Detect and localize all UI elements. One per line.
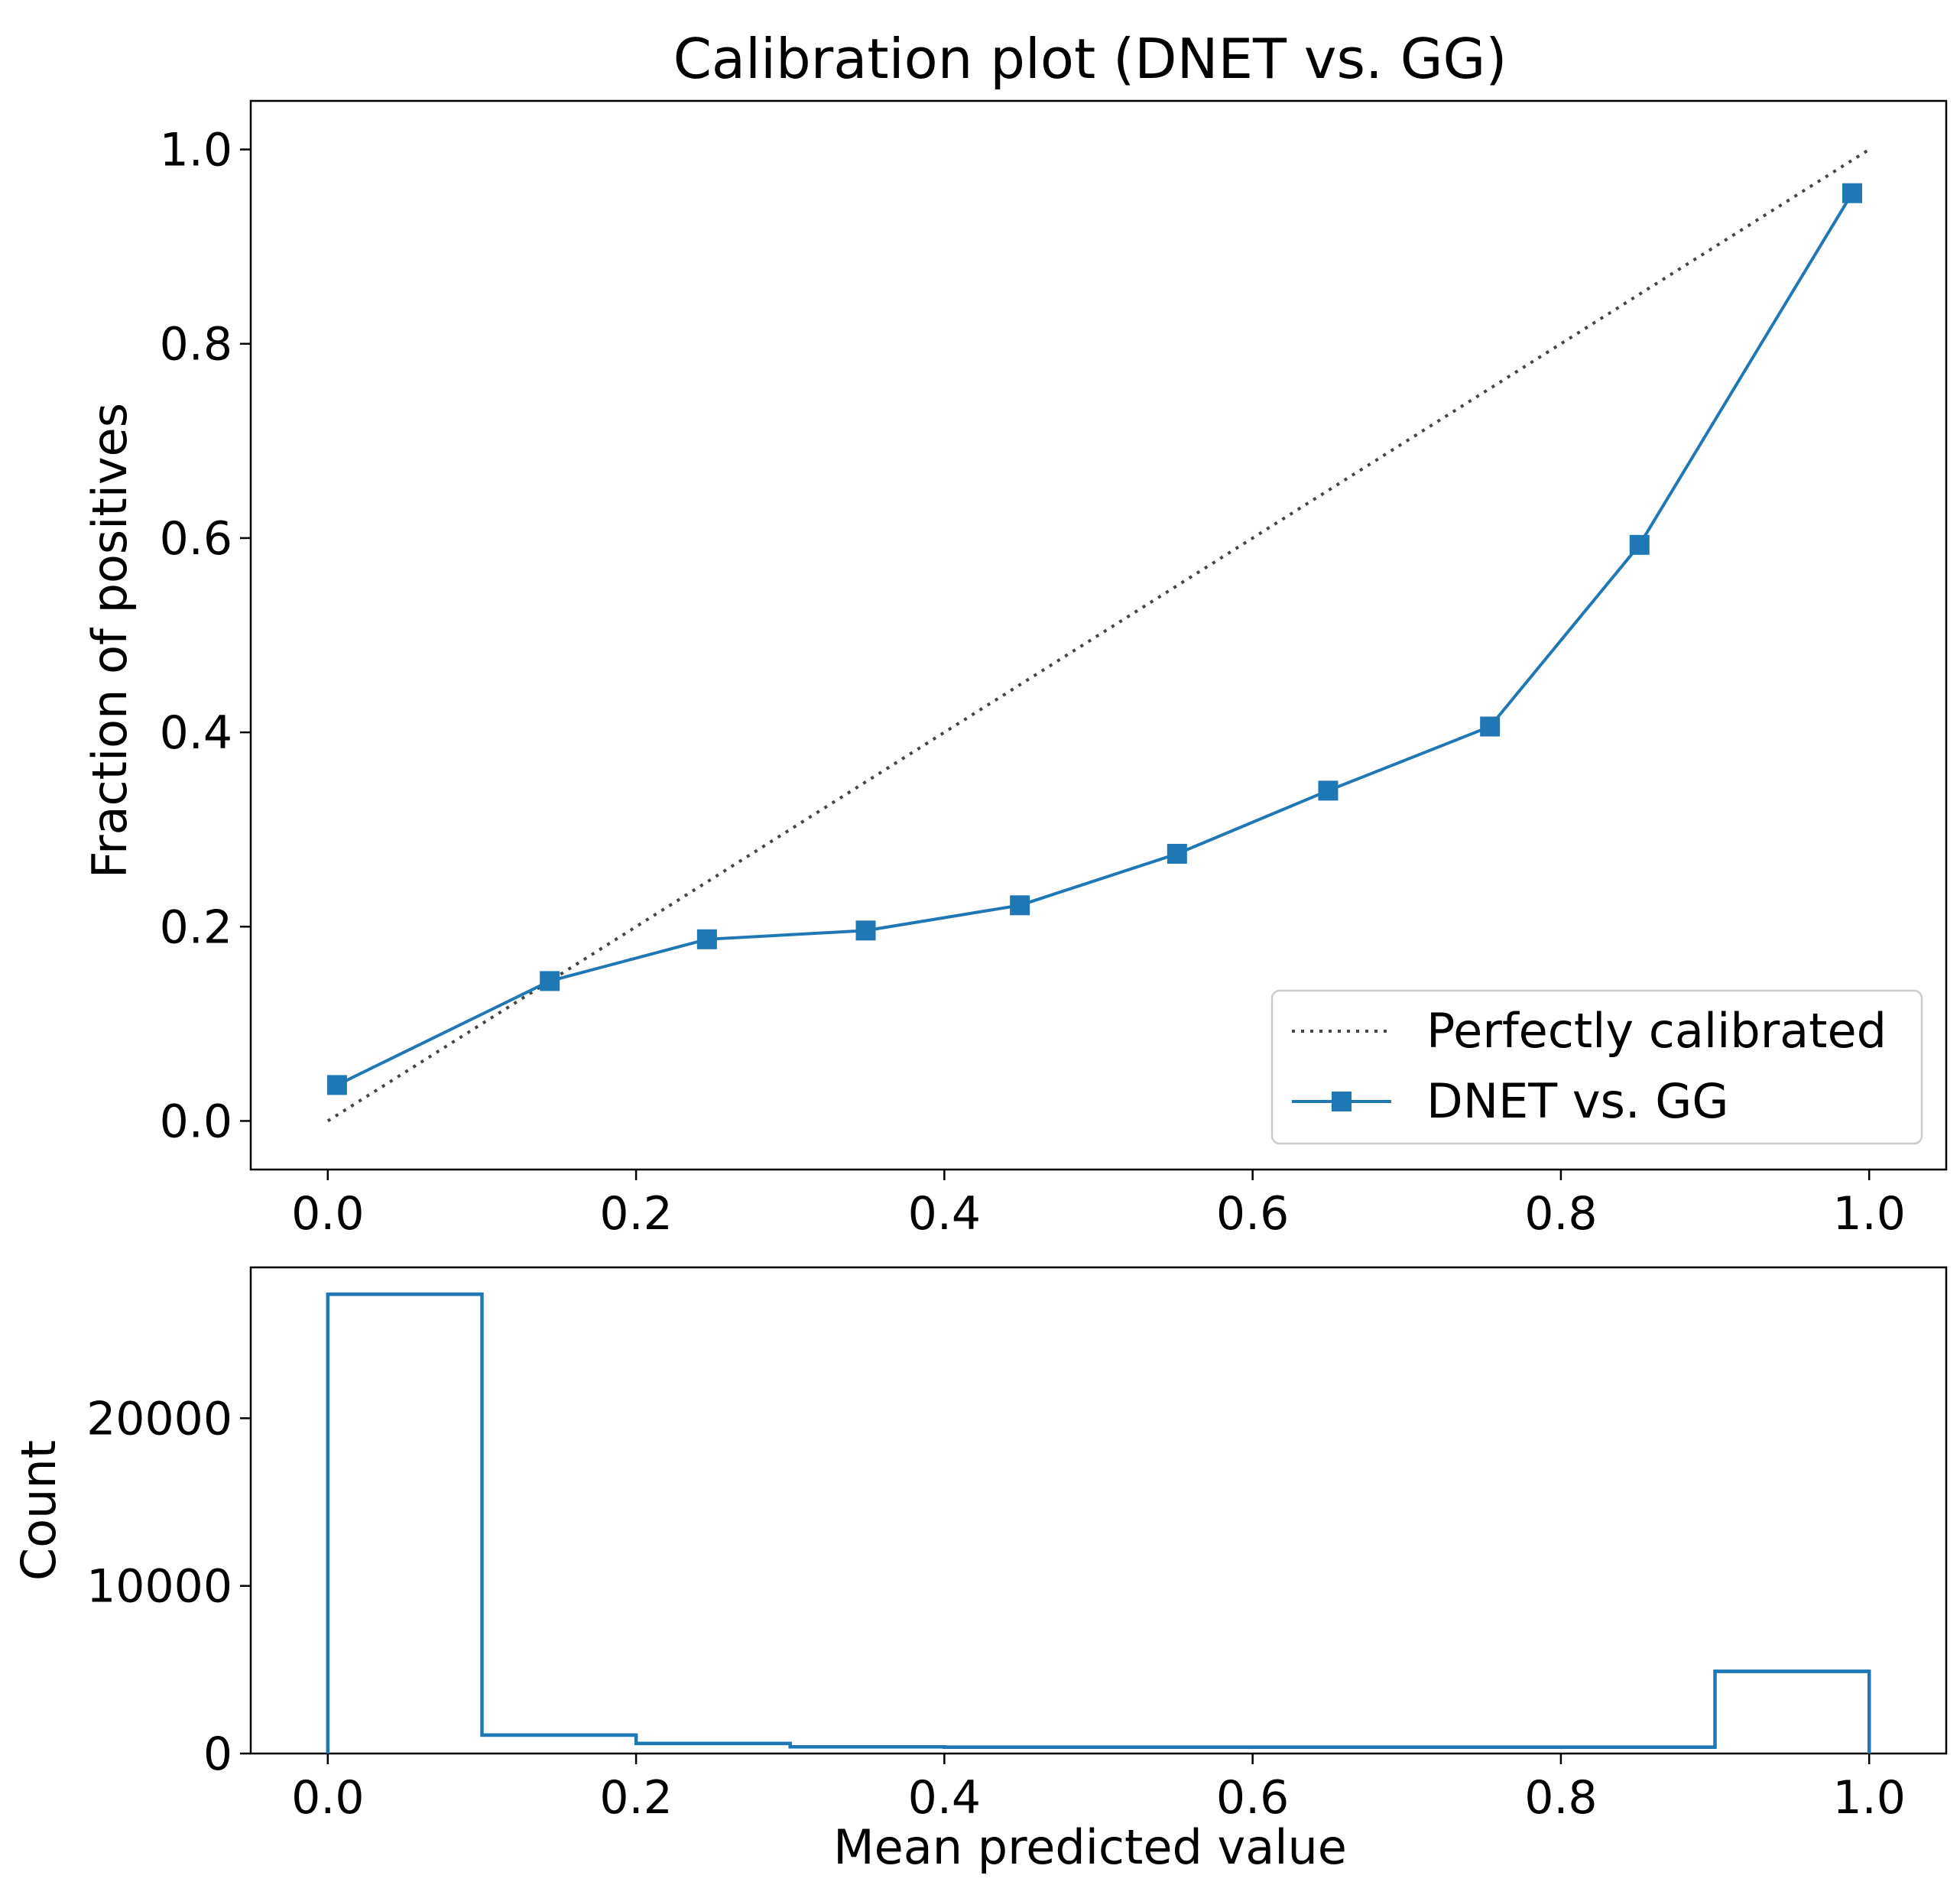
calibration-panel: Calibration plot (DNET vs. GG) 0.0 0.2 0.4…	[82, 27, 1948, 1241]
x-tick-label: 0.0	[291, 1771, 364, 1825]
y-tick-label: 0.4	[160, 706, 232, 760]
y-tick-label: 10000	[86, 1560, 232, 1614]
dnet-vs-gg-point	[696, 929, 717, 949]
y-tick-label: 0	[203, 1728, 232, 1781]
dnet-vs-gg-point	[1842, 183, 1863, 203]
dnet-vs-gg-point	[855, 920, 876, 941]
y-tick-label: 0.0	[160, 1095, 232, 1148]
dnet-vs-gg-point	[326, 1075, 347, 1095]
y-tick-label: 0.6	[160, 512, 232, 566]
x-tick-label: 0.4	[908, 1187, 981, 1241]
histogram-plot-frame	[249, 1266, 1948, 1755]
histogram-x-axis: 0.0 0.2 0.4 0.6 0.8 1.0	[291, 1754, 1906, 1825]
calibration-y-axis: 0.0 0.2 0.4 0.6 0.8 1.0	[160, 124, 251, 1148]
x-tick-label: 0.8	[1524, 1187, 1597, 1241]
histogram-x-axis-label: Mean predicted value	[833, 1819, 1347, 1875]
legend: Perfectly calibrated DNET vs. GG	[1270, 989, 1923, 1145]
legend-dnet-label: DNET vs. GG	[1426, 1073, 1728, 1129]
dnet-vs-gg-point	[1010, 895, 1030, 916]
x-tick-label: 0.8	[1524, 1771, 1597, 1825]
x-tick-label: 0.2	[599, 1187, 672, 1241]
x-tick-label: 0.0	[291, 1187, 364, 1241]
histogram-bars	[326, 1292, 1871, 1754]
x-tick-label: 1.0	[1832, 1187, 1905, 1241]
x-tick-label: 1.0	[1832, 1771, 1905, 1825]
x-tick-label: 0.6	[1216, 1771, 1289, 1825]
dnet-vs-gg-point	[1318, 780, 1339, 801]
calibration-series	[326, 148, 1871, 1123]
perfectly-calibrated-line	[326, 148, 1871, 1123]
dnet-vs-gg-point	[1480, 716, 1501, 737]
dnet-vs-gg-point	[1167, 843, 1187, 864]
dnet-vs-gg-point	[540, 971, 560, 991]
legend-dnet-marker-swatch	[1332, 1092, 1352, 1111]
y-tick-label: 0.2	[160, 900, 232, 954]
histogram-y-axis-label: Count	[11, 1440, 67, 1581]
legend-box	[1270, 989, 1923, 1145]
dnet-vs-gg-point	[1629, 534, 1650, 555]
dnet-vs-gg-line	[336, 192, 1854, 1087]
x-tick-label: 0.4	[908, 1771, 981, 1825]
y-tick-label: 1.0	[160, 124, 232, 177]
x-tick-label: 0.2	[599, 1771, 672, 1825]
histogram-panel: 0.0 0.2 0.4 0.6 0.8 1.0 0 10000 20000 Mean pred…	[11, 1266, 1948, 1875]
y-tick-label: 20000	[86, 1392, 232, 1445]
calibration-x-axis: 0.0 0.2 0.4 0.6 0.8 1.0	[291, 1170, 1906, 1241]
calibration-y-axis-label: Fraction of positives	[82, 403, 138, 878]
legend-perfect-label: Perfectly calibrated	[1426, 1003, 1887, 1059]
calibration-title: Calibration plot (DNET vs. GG)	[673, 27, 1507, 91]
x-tick-label: 0.6	[1216, 1187, 1289, 1241]
histogram-y-axis: 0 10000 20000	[86, 1392, 251, 1781]
y-tick-label: 0.8	[160, 318, 232, 371]
